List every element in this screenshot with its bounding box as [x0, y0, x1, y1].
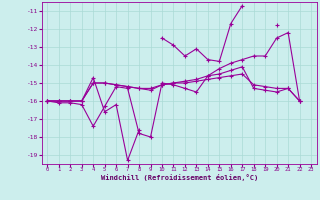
X-axis label: Windchill (Refroidissement éolien,°C): Windchill (Refroidissement éolien,°C)	[100, 174, 258, 181]
